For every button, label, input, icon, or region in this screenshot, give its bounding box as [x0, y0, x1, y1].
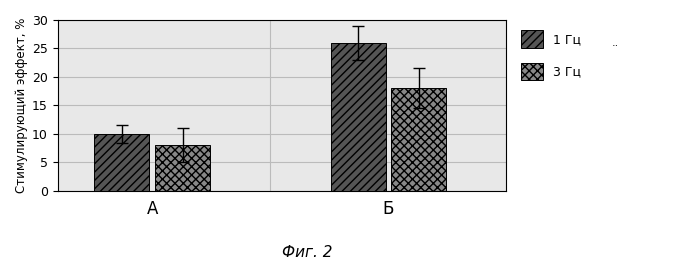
Y-axis label: Стимулирующий эффект, %: Стимулирующий эффект, % [15, 18, 28, 193]
Text: ..: .. [612, 38, 619, 48]
Bar [94, 134, 150, 191]
Text: А: А [147, 199, 158, 217]
Legend: 1 Гц, 3 Гц: 1 Гц, 3 Гц [517, 26, 585, 84]
Bar [331, 43, 386, 191]
Text: Б: Б [383, 199, 394, 217]
Bar [155, 145, 210, 191]
Bar [391, 88, 446, 191]
Text: Фиг. 2: Фиг. 2 [282, 245, 333, 257]
